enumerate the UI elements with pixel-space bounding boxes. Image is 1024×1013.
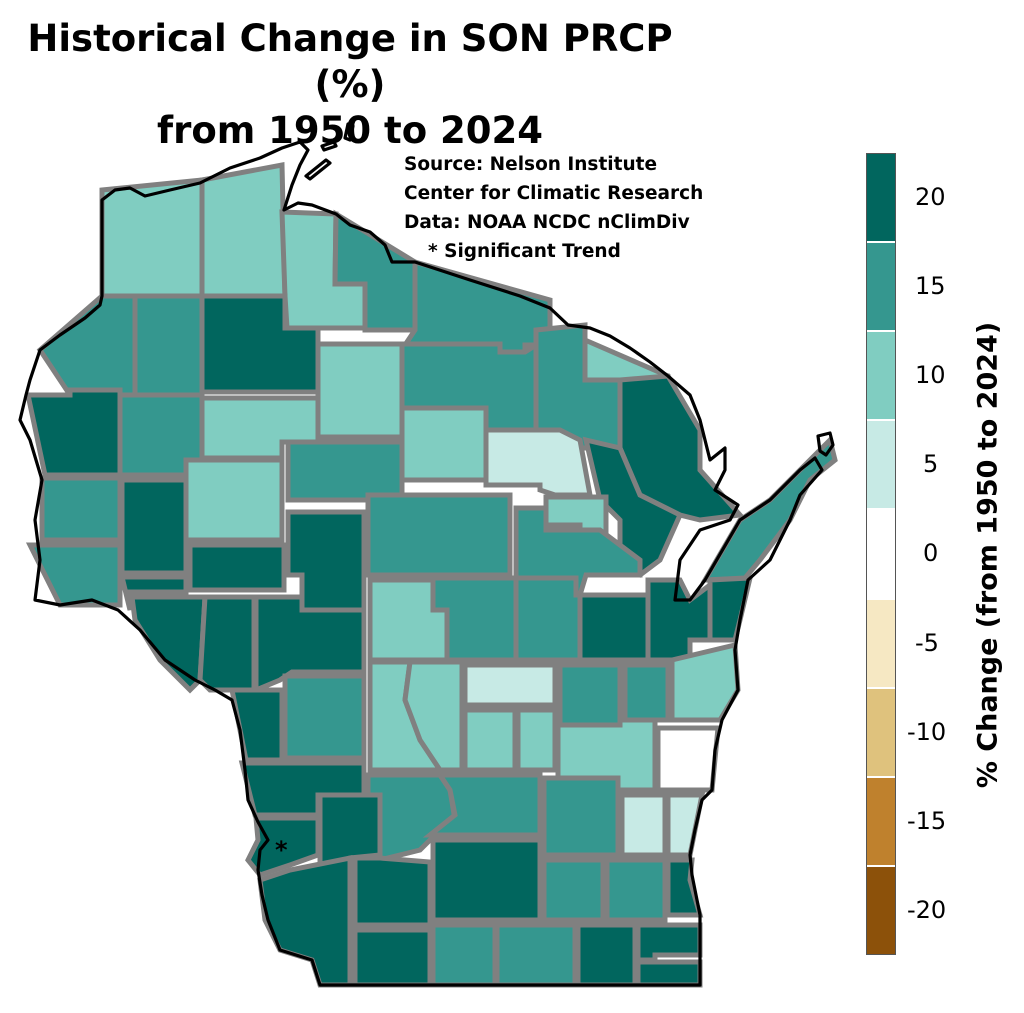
colorbar bbox=[866, 153, 896, 955]
apostle-islands bbox=[304, 122, 355, 181]
county-pierce[interactable] bbox=[25, 542, 123, 608]
county-oconto[interactable] bbox=[582, 436, 684, 578]
tick-neg20: -20 bbox=[907, 896, 947, 924]
county-lincoln[interactable] bbox=[399, 405, 489, 483]
county-trempealeau[interactable] bbox=[197, 594, 257, 693]
county-marathon[interactable] bbox=[365, 492, 513, 578]
tick-5: 5 bbox=[923, 450, 939, 478]
colorbar-bin-10 bbox=[867, 332, 895, 422]
tick-20: 20 bbox=[915, 183, 946, 211]
tick-neg5: -5 bbox=[915, 629, 939, 657]
colorbar-bin-neg10 bbox=[867, 688, 895, 778]
tick-neg10: -10 bbox=[907, 718, 947, 746]
county-winnebago[interactable] bbox=[557, 662, 623, 728]
county-pepin[interactable] bbox=[118, 574, 189, 611]
colorbar-bin-15 bbox=[867, 243, 895, 333]
county-grant[interactable] bbox=[257, 854, 353, 988]
colorbar-bin-neg15 bbox=[867, 777, 895, 867]
county-eau-claire[interactable] bbox=[187, 542, 287, 593]
source-line-1: Source: Nelson Institute bbox=[404, 154, 658, 175]
county-vilas[interactable] bbox=[400, 258, 553, 358]
significance-star-crawford: * bbox=[275, 836, 288, 864]
county-portage[interactable] bbox=[430, 575, 519, 663]
county-brown[interactable] bbox=[645, 577, 713, 663]
county-chippewa[interactable] bbox=[183, 457, 285, 543]
county-green-lake[interactable] bbox=[515, 707, 558, 773]
county-jackson[interactable] bbox=[253, 594, 367, 694]
source-annotation: Source: Nelson Institute Center for Clim… bbox=[404, 150, 703, 266]
county-polk[interactable] bbox=[24, 387, 123, 478]
county-columbia[interactable] bbox=[422, 772, 543, 838]
counties bbox=[24, 162, 838, 988]
county-monroe[interactable] bbox=[282, 673, 367, 761]
county-burnett[interactable] bbox=[36, 293, 138, 398]
tick-15: 15 bbox=[915, 272, 946, 300]
county-dunn[interactable] bbox=[119, 477, 189, 576]
county-outagamie[interactable] bbox=[577, 592, 651, 663]
county-st-croix[interactable] bbox=[39, 475, 123, 543]
county-washington[interactable] bbox=[619, 792, 668, 858]
county-green[interactable] bbox=[430, 922, 498, 988]
county-lafayette[interactable] bbox=[352, 927, 433, 988]
source-line-3: Data: NOAA NCDC nClimDiv bbox=[404, 212, 690, 233]
county-sawyer[interactable] bbox=[199, 293, 321, 395]
county-bayfield[interactable] bbox=[199, 162, 288, 299]
county-langlade[interactable] bbox=[483, 427, 593, 498]
colorbar-bin-neg20 bbox=[867, 866, 895, 954]
county-racine[interactable] bbox=[635, 922, 703, 963]
county-jefferson[interactable] bbox=[541, 857, 606, 923]
tick-0: 0 bbox=[923, 539, 939, 567]
washington-island bbox=[816, 431, 835, 457]
county-buffalo[interactable] bbox=[129, 594, 208, 694]
county-sheboygan[interactable] bbox=[655, 725, 721, 793]
county-marquette[interactable] bbox=[462, 707, 518, 773]
county-kewaunee[interactable] bbox=[707, 575, 754, 643]
title-line-1: Historical Change in SON PRCP (%) bbox=[27, 17, 673, 106]
county-iowa[interactable] bbox=[352, 855, 433, 928]
county-rock[interactable] bbox=[494, 922, 578, 988]
significant-trend-note: * Significant Trend bbox=[428, 241, 621, 262]
county-calumet[interactable] bbox=[622, 662, 671, 723]
colorbar-bin-0 bbox=[867, 510, 895, 600]
county-walworth[interactable] bbox=[575, 922, 638, 988]
county-price[interactable] bbox=[315, 341, 405, 440]
map-title: Historical Change in SON PRCP (%) from 1… bbox=[0, 16, 700, 154]
county-waupaca[interactable] bbox=[513, 575, 583, 663]
tick-10: 10 bbox=[915, 361, 946, 389]
tick-neg15: -15 bbox=[907, 807, 947, 835]
county-douglas[interactable] bbox=[99, 177, 205, 299]
county-waukesha[interactable] bbox=[604, 857, 668, 923]
county-kenosha[interactable] bbox=[635, 959, 703, 988]
county-dane[interactable] bbox=[430, 837, 543, 923]
source-line-2: Center for Climatic Research bbox=[404, 183, 704, 204]
colorbar-bin-5 bbox=[867, 421, 895, 511]
county-waushara[interactable] bbox=[462, 662, 558, 708]
county-dodge[interactable] bbox=[541, 775, 621, 858]
title-line-2: from 1950 to 2024 bbox=[156, 109, 544, 152]
wisconsin-county-map bbox=[18, 122, 838, 988]
state-outline bbox=[18, 140, 824, 987]
county-taylor[interactable] bbox=[285, 439, 405, 503]
county-washburn[interactable] bbox=[132, 293, 205, 398]
colorbar-bin-20 bbox=[867, 154, 895, 244]
colorbar-label: % Change (from 1950 to 2024) bbox=[972, 321, 1004, 789]
colorbar-bin-neg5 bbox=[867, 599, 895, 689]
county-adams[interactable] bbox=[402, 659, 465, 773]
